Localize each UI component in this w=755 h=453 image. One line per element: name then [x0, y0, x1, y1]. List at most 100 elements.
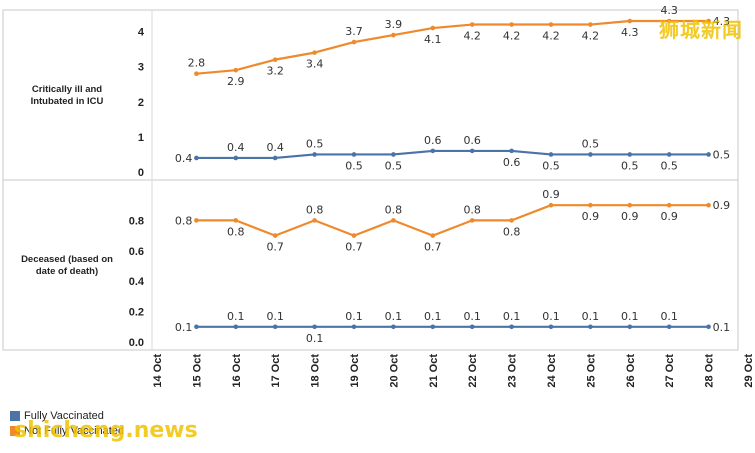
data-label: 3.4	[306, 58, 324, 71]
data-point	[430, 233, 436, 238]
legend: Fully Vaccinated Not Fully Vaccinated	[10, 408, 124, 438]
x-axis: 14 Oct 15 Oct 16 Oct 17 Oct 18 Oct 19 Oct 20 O…	[152, 354, 755, 388]
data-point	[548, 202, 554, 208]
x-tick-label: 23 Oct	[507, 354, 519, 388]
data-label: 3.2	[266, 65, 284, 78]
data-point	[430, 324, 436, 330]
data-point	[391, 324, 396, 330]
data-point	[627, 202, 633, 208]
data-point	[351, 324, 357, 330]
data-label: 0.7	[424, 241, 442, 254]
x-tick-label: 15 Oct	[191, 354, 203, 388]
data-label: 0.1	[503, 310, 521, 323]
data-point	[391, 152, 396, 157]
panel-2-ytick: 0.8	[129, 215, 144, 227]
data-label: 0.6	[503, 156, 521, 169]
data-label: 0.8	[175, 214, 193, 227]
data-point	[548, 324, 554, 330]
data-label: 0.9	[660, 210, 678, 223]
data-label: 0.9	[621, 210, 639, 223]
legend-swatch-not-fully-vaccinated	[10, 425, 20, 436]
x-tick-label: 20 Oct	[388, 354, 400, 388]
series-lines: 2.8 2.9 3.2 3.4 3.7 3.9 4.1 4.2 4.2 4.2 4.2 4.3 4.3 4…	[175, 4, 730, 345]
panel-2-ytick: 0.4	[129, 276, 145, 288]
data-point	[706, 152, 711, 157]
data-label: 0.1	[227, 310, 245, 323]
data-label: 0.5	[345, 159, 363, 172]
data-label: 0.5	[385, 159, 403, 172]
data-label: 0.8	[385, 203, 403, 216]
ylabel-line-1: Deceased (based on	[21, 254, 113, 265]
data-point	[706, 202, 711, 208]
panel-2-ytick: 0.2	[129, 307, 144, 319]
panel-1-ytick: 0	[138, 167, 144, 179]
x-tick-label: 18 Oct	[310, 354, 322, 388]
data-label: 0.1	[463, 310, 481, 323]
panel-1-ytick: 4	[138, 27, 145, 39]
data-label: 0.8	[463, 203, 481, 216]
legend-item-fully-vaccinated: Fully Vaccinated	[10, 408, 124, 423]
watermark-logo-cn: 狮城新闻	[659, 18, 743, 42]
data-point	[272, 233, 278, 238]
data-label: 3.9	[385, 18, 403, 31]
data-point	[312, 152, 317, 157]
data-label: 0.1	[306, 332, 324, 345]
data-point	[430, 148, 436, 154]
data-point	[588, 152, 593, 157]
data-point	[469, 22, 475, 27]
data-point	[233, 218, 239, 223]
panel-1-ytick: 1	[138, 132, 144, 144]
data-label: 4.2	[582, 30, 600, 43]
data-point	[666, 152, 672, 157]
data-point	[509, 324, 514, 330]
data-label: 0.4	[175, 152, 193, 165]
data-label: 0.8	[503, 225, 521, 238]
data-point	[706, 18, 711, 24]
data-point	[666, 18, 672, 24]
data-point	[391, 32, 396, 38]
data-label: 4.3	[621, 26, 639, 39]
x-tick-label: 27 Oct	[664, 354, 676, 388]
data-label: 2.8	[188, 57, 206, 70]
data-label: 0.5	[542, 159, 560, 172]
watermark-logo-en: shicheng.news	[14, 418, 198, 443]
series-line-not-fully-vaccinated	[196, 204, 709, 237]
data-label: 4.2	[463, 30, 481, 43]
x-tick-label: 24 Oct	[546, 354, 558, 388]
data-label: 4.3	[713, 15, 731, 28]
data-label: 0.7	[266, 241, 284, 254]
data-point	[627, 324, 633, 330]
panel-labels: Critically ill and Intubated in ICU 0 1 2 3 4 D…	[21, 27, 145, 349]
ylabel-line-2: date of death)	[36, 266, 98, 277]
data-label: 3.7	[345, 25, 363, 38]
legend-label-fully-vaccinated: Fully Vaccinated	[24, 409, 104, 422]
data-point	[351, 39, 357, 45]
x-tick-label: 17 Oct	[270, 354, 282, 388]
data-label: 0.5	[582, 137, 600, 150]
panel-grid	[2, 9, 739, 351]
ylabel-line-2: Intubated in ICU	[31, 96, 104, 107]
x-tick-label: 26 Oct	[625, 354, 637, 388]
data-point	[391, 218, 396, 223]
x-tick-label: 21 Oct	[428, 354, 440, 388]
data-point	[351, 152, 357, 157]
data-point	[666, 324, 672, 330]
data-label: 0.1	[660, 310, 678, 323]
data-label: 2.9	[227, 75, 245, 88]
data-label: 0.8	[227, 225, 245, 238]
panel-2-ylabel: Deceased (based on date of death)	[21, 254, 113, 277]
data-point	[548, 22, 554, 27]
data-label: 0.1	[266, 310, 284, 323]
x-tick-label: 22 Oct	[467, 354, 479, 388]
legend-swatch-fully-vaccinated	[10, 410, 20, 421]
data-label: 0.5	[713, 148, 731, 161]
data-point	[272, 57, 278, 62]
data-point	[548, 152, 554, 157]
x-tick-label: 25 Oct	[585, 354, 597, 388]
data-point	[666, 202, 672, 208]
data-label: 0.1	[582, 310, 600, 323]
data-label: 0.8	[306, 203, 324, 216]
data-label: 4.3	[660, 4, 678, 17]
data-label: 0.1	[345, 310, 363, 323]
data-label: 0.1	[424, 310, 442, 323]
